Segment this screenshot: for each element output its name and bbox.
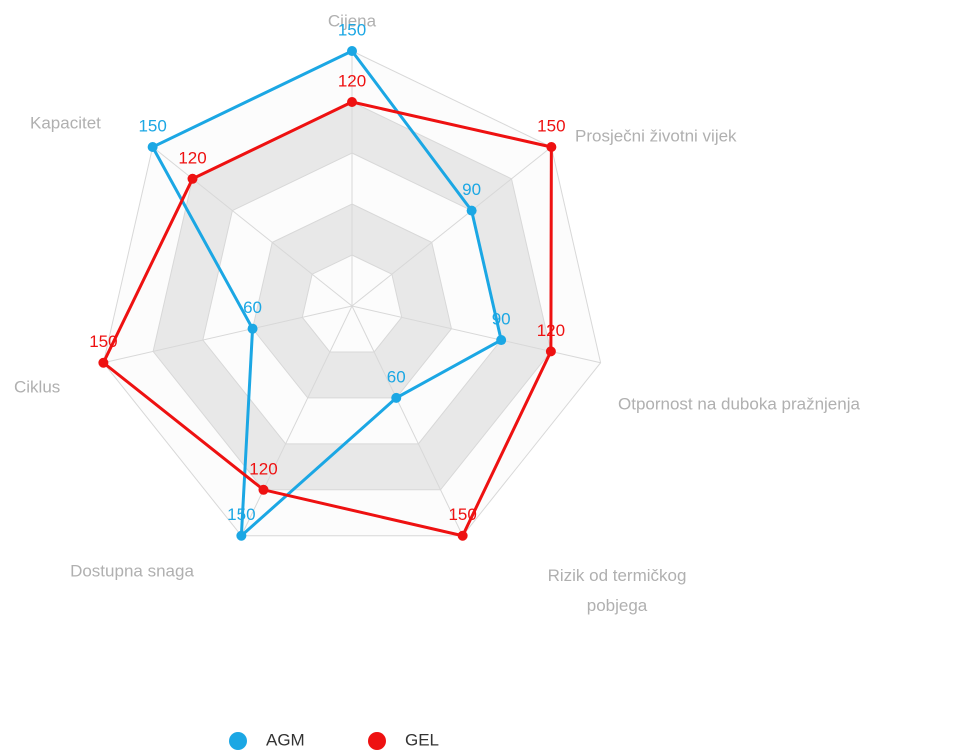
legend-marker bbox=[229, 732, 247, 750]
axis-line bbox=[240, 305, 353, 536]
data-point bbox=[391, 392, 402, 403]
axis-label-line: Rizik od termičkog bbox=[548, 566, 687, 585]
data-label: 150 bbox=[448, 505, 476, 524]
axis-label: Otpornost na duboka pražnjenja bbox=[618, 394, 860, 413]
axis-label: Ciklus bbox=[14, 377, 60, 396]
data-label: 150 bbox=[89, 332, 117, 351]
data-point bbox=[545, 346, 556, 357]
data-label: 120 bbox=[178, 148, 206, 167]
data-label: 120 bbox=[338, 71, 366, 90]
data-point bbox=[236, 530, 247, 541]
axis-line bbox=[351, 305, 601, 364]
axis-label: Kapacitet bbox=[30, 113, 101, 132]
data-label: 150 bbox=[227, 505, 255, 524]
data-point bbox=[496, 335, 507, 346]
data-point bbox=[187, 173, 198, 184]
axis-label: Rizik od termičkog pobjega bbox=[548, 566, 687, 615]
axis-line bbox=[152, 146, 353, 307]
axis-line bbox=[103, 305, 353, 364]
legend-label: GEL bbox=[405, 730, 439, 749]
data-point bbox=[466, 205, 477, 216]
data-label: 60 bbox=[243, 298, 262, 317]
axis-label: Dostupna snaga bbox=[70, 561, 194, 580]
data-point bbox=[147, 142, 158, 153]
data-point bbox=[98, 357, 109, 368]
data-label: 90 bbox=[462, 180, 481, 199]
axis-label: Prosječni životni vijek bbox=[575, 126, 737, 145]
data-point bbox=[546, 142, 557, 153]
data-label: 150 bbox=[138, 116, 166, 135]
axis-label: Cijena bbox=[328, 11, 377, 30]
data-label: 120 bbox=[249, 459, 277, 478]
series-line bbox=[101, 100, 553, 538]
data-point bbox=[247, 323, 258, 334]
data-label: 150 bbox=[537, 116, 565, 135]
data-label: 60 bbox=[387, 367, 406, 386]
data-label: 120 bbox=[537, 321, 565, 340]
axis-line bbox=[351, 146, 552, 307]
data-label: 90 bbox=[492, 310, 511, 329]
data-point bbox=[457, 530, 468, 541]
data-point bbox=[347, 97, 357, 107]
data-point bbox=[258, 484, 269, 495]
data-label: 150 bbox=[338, 20, 366, 39]
data-point bbox=[347, 46, 357, 56]
legend-marker bbox=[368, 732, 386, 750]
legend-label: AGM bbox=[266, 730, 305, 749]
series-line bbox=[150, 49, 503, 540]
axis-label-line: pobjega bbox=[587, 596, 648, 615]
axis-line bbox=[351, 305, 464, 536]
